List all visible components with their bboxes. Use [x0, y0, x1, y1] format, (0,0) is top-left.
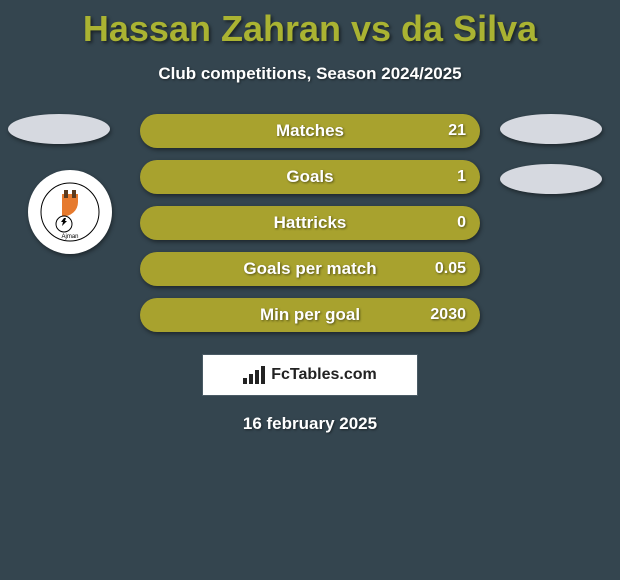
- stat-bar: Matches 21: [140, 114, 480, 148]
- player-oval-right-1: [500, 114, 602, 144]
- stat-right-value: 21: [448, 122, 466, 140]
- stat-right-value: 2030: [430, 306, 466, 324]
- brand-text: FcTables.com: [271, 366, 377, 384]
- player-oval-left: [8, 114, 110, 144]
- stat-bars: Matches 21 Goals 1 Hattricks 0 Goals per…: [140, 114, 480, 332]
- stat-right-value: 0.05: [435, 260, 466, 278]
- stat-label: Goals per match: [243, 259, 376, 279]
- player-oval-right-2: [500, 164, 602, 194]
- stat-bar: Goals 1: [140, 160, 480, 194]
- club-logo-left: Ajman: [28, 170, 112, 254]
- stat-label: Matches: [276, 121, 344, 141]
- stat-label: Hattricks: [274, 213, 347, 233]
- comparison-stage: Ajman Matches 21 Goals 1 Hattricks 0 Goa…: [0, 114, 620, 332]
- page-title: Hassan Zahran vs da Silva: [0, 0, 620, 50]
- bars-icon: [243, 366, 265, 384]
- stat-label: Min per goal: [260, 305, 360, 325]
- stat-bar: Hattricks 0: [140, 206, 480, 240]
- stat-bar: Goals per match 0.05: [140, 252, 480, 286]
- snapshot-date: 16 february 2025: [0, 414, 620, 434]
- stat-right-value: 1: [457, 168, 466, 186]
- stat-label: Goals: [286, 167, 333, 187]
- svg-text:Ajman: Ajman: [61, 234, 78, 240]
- club-crest-icon: Ajman: [40, 182, 100, 242]
- brand-badge[interactable]: FcTables.com: [202, 354, 418, 396]
- stat-bar: Min per goal 2030: [140, 298, 480, 332]
- stat-right-value: 0: [457, 214, 466, 232]
- page-subtitle: Club competitions, Season 2024/2025: [0, 64, 620, 84]
